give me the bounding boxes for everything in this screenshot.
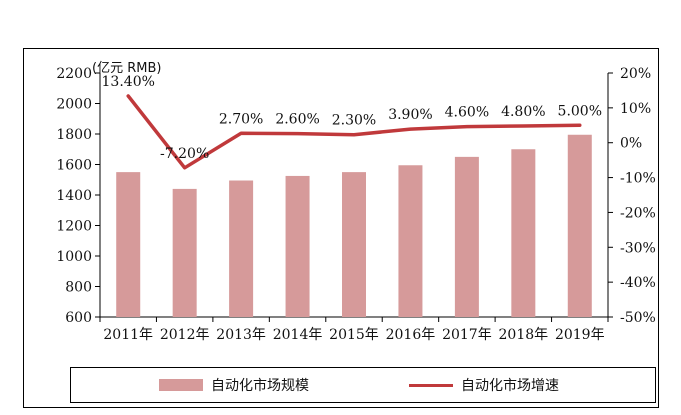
data-label: 2.30% — [332, 113, 376, 129]
left-tick-label: 2000 — [56, 97, 92, 113]
data-label: 5.00% — [558, 103, 602, 119]
bar-series — [116, 134, 592, 317]
x-tick-label: 2011年 — [103, 327, 153, 343]
growth-line — [126, 94, 582, 170]
legend-label-line: 自动化市场增速 — [461, 378, 559, 394]
left-tick-label: 2200 — [56, 66, 92, 82]
x-tick-label: 2012年 — [160, 327, 210, 343]
legend-item-line: 自动化市场增速 — [409, 375, 559, 395]
data-label: -7.20% — [160, 146, 209, 162]
x-tick-label: 2018年 — [499, 327, 549, 343]
x-axis: 2011年 2012年 2013年 2014年 2015年 2016年 2017年 2018年… — [99, 316, 609, 343]
left-axis: 600 800 1000 1200 1400 1600 1800 2000 2200 — [56, 66, 101, 326]
data-label: 4.60% — [445, 105, 489, 121]
right-tick-label: -20% — [620, 205, 656, 221]
right-tick-label: -10% — [620, 171, 656, 187]
data-label: 2.60% — [275, 112, 319, 128]
data-label: 2.70% — [219, 111, 263, 127]
legend-label-bar: 自动化市场规模 — [211, 378, 309, 394]
legend-item-bar: 自动化市场规模 — [159, 375, 309, 395]
left-tick-label: 1400 — [56, 188, 92, 204]
x-tick-label: 2014年 — [273, 327, 323, 343]
x-tick-label: 2016年 — [386, 327, 436, 343]
x-tick-label: 2019年 — [555, 327, 605, 343]
bar — [229, 180, 254, 317]
x-tick-label: 2017年 — [442, 327, 492, 343]
left-tick-label: 1800 — [56, 127, 92, 143]
right-tick-label: 0% — [620, 136, 642, 152]
left-tick-label: 1600 — [56, 158, 92, 174]
data-label: 13.40% — [102, 74, 155, 90]
left-tick-label: 600 — [65, 310, 92, 326]
legend-swatch-bar — [159, 379, 203, 391]
legend-swatch-line — [409, 383, 453, 387]
right-tick-label: -50% — [620, 310, 656, 326]
legend: 自动化市场规模 自动化市场增速 — [70, 367, 656, 403]
right-tick-label: -30% — [620, 240, 656, 256]
left-tick-label: 1000 — [56, 249, 92, 265]
bar — [398, 165, 423, 317]
left-tick-label: 800 — [65, 280, 92, 296]
x-tick-label: 2013年 — [216, 327, 266, 343]
right-tick-label: 20% — [620, 66, 651, 82]
right-tick-label: -40% — [620, 275, 656, 291]
bar — [454, 156, 479, 317]
data-label: 4.80% — [501, 104, 545, 120]
right-axis: -50% -40% -30% -20% -10% 0% 10% 20% — [607, 66, 656, 326]
right-tick-label: 10% — [620, 101, 651, 117]
bar — [511, 149, 536, 317]
bar — [116, 172, 141, 317]
bar — [342, 172, 366, 317]
data-label: 3.90% — [388, 107, 432, 123]
bar — [172, 188, 197, 317]
line-series: 13.40% -7.20% 2.70% 2.60% 2.30% 3.90% 4.60% 4.8… — [102, 74, 602, 170]
bar — [285, 175, 310, 317]
unit-label: (亿元 RMB) — [92, 61, 161, 76]
x-tick-label: 2015年 — [329, 327, 379, 343]
left-tick-label: 1200 — [56, 219, 92, 235]
bar — [567, 134, 592, 317]
